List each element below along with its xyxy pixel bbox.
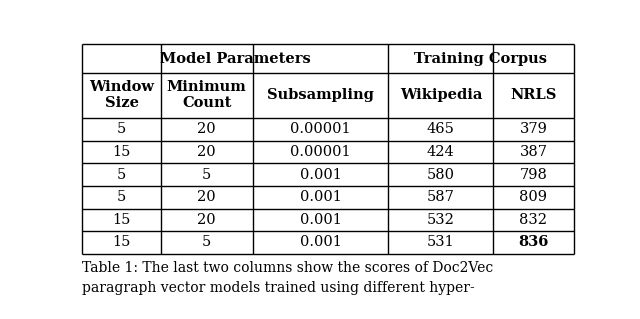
Text: 0.001: 0.001 [300,213,342,227]
Text: 832: 832 [520,213,547,227]
Text: 5: 5 [117,167,126,182]
Text: Wikipedia: Wikipedia [400,88,482,102]
Text: 20: 20 [197,122,216,137]
Text: 20: 20 [197,145,216,159]
Text: 15: 15 [113,213,131,227]
Text: 379: 379 [520,122,547,137]
Text: 424: 424 [427,145,455,159]
Text: 5: 5 [117,190,126,204]
Text: 465: 465 [427,122,455,137]
Text: 0.001: 0.001 [300,190,342,204]
Text: 5: 5 [117,122,126,137]
Text: 15: 15 [113,145,131,159]
Text: 5: 5 [202,235,211,249]
Text: Subsampling: Subsampling [267,88,374,102]
Text: 809: 809 [520,190,547,204]
Text: 836: 836 [518,235,548,249]
Text: 531: 531 [427,235,455,249]
Text: 587: 587 [427,190,455,204]
Text: 532: 532 [427,213,455,227]
Text: 20: 20 [197,190,216,204]
Text: 580: 580 [427,167,455,182]
Text: 20: 20 [197,213,216,227]
Text: 798: 798 [520,167,547,182]
Text: 387: 387 [520,145,547,159]
Text: 5: 5 [202,167,211,182]
Text: 0.001: 0.001 [300,235,342,249]
Text: Window
Size: Window Size [89,80,154,110]
Text: 0.001: 0.001 [300,167,342,182]
Text: Minimum
Count: Minimum Count [167,80,246,110]
Text: Model Parameters: Model Parameters [160,52,311,65]
Text: Training Corpus: Training Corpus [415,52,547,65]
Text: 15: 15 [113,235,131,249]
Text: 0.00001: 0.00001 [291,145,351,159]
Text: Table 1: The last two columns show the scores of Doc2Vec
paragraph vector models: Table 1: The last two columns show the s… [83,261,493,294]
Text: NRLS: NRLS [510,88,557,102]
Text: 0.00001: 0.00001 [291,122,351,137]
